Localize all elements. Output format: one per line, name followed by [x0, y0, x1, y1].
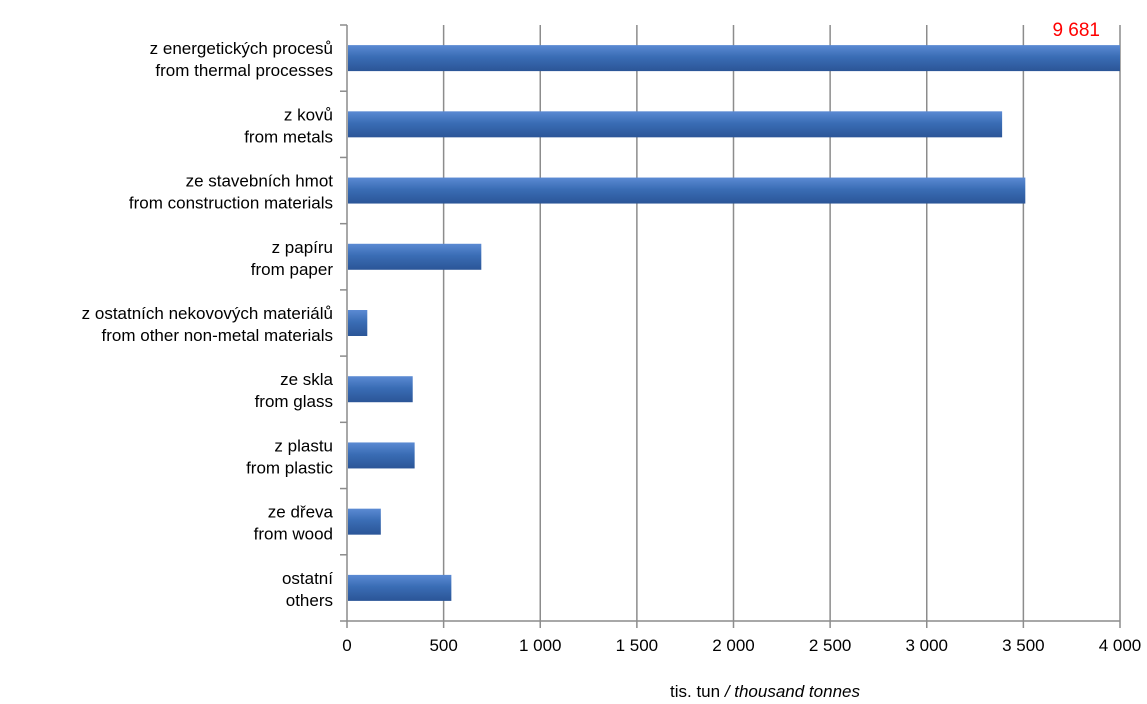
x-tick-label: 500 — [429, 636, 457, 655]
category-label-cz: z energetických procesů — [150, 39, 333, 58]
category-label-en: from wood — [254, 525, 333, 544]
x-tick-label: 2 000 — [712, 636, 755, 655]
x-axis-title-cz: tis. tun — [670, 682, 725, 701]
axes — [340, 24, 1121, 628]
bar — [348, 574, 452, 601]
category-label-en: from glass — [255, 392, 333, 411]
x-axis-title-en: / thousand tonnes — [724, 682, 861, 701]
category-label-en: from construction materials — [129, 194, 333, 213]
x-tick-label: 3 500 — [1002, 636, 1045, 655]
category-label-cz: z papíru — [272, 238, 333, 257]
labels: 0 500 1 000 1 500 2 000 2 500 3 000 3 500 4 000 z… — [82, 20, 1142, 701]
category-label-cz: ze skla — [280, 370, 333, 389]
bars — [348, 45, 1120, 601]
category-label-cz: z plastu — [274, 436, 333, 455]
bar — [348, 45, 1120, 72]
category-label-cz: z kovů — [284, 105, 333, 124]
x-tick-label: 1 500 — [616, 636, 659, 655]
x-tick-label: 0 — [342, 636, 351, 655]
category-label-cz: z ostatních nekovových materiálů — [82, 304, 333, 323]
x-axis-title: tis. tun / thousand tonnes — [670, 682, 860, 701]
x-tick-label: 1 000 — [519, 636, 562, 655]
category-label-en: from thermal processes — [155, 61, 333, 80]
category-label-en: from other non-metal materials — [102, 326, 333, 345]
category-label-en: from paper — [251, 260, 334, 279]
category-label-cz: ze dřeva — [268, 503, 334, 522]
bar — [348, 508, 381, 535]
bar — [348, 111, 1003, 138]
bar — [348, 442, 415, 469]
value-annotation: 9 681 — [1052, 20, 1100, 41]
category-label-en: from plastic — [246, 458, 333, 477]
x-tick-label: 2 500 — [809, 636, 852, 655]
x-tick-label: 4 000 — [1099, 636, 1142, 655]
category-label-cz: ze stavebních hmot — [186, 172, 334, 191]
category-label-cz: ostatní — [282, 569, 333, 588]
x-tick-label: 3 000 — [905, 636, 948, 655]
category-label-en: others — [286, 591, 333, 610]
bar — [348, 376, 413, 403]
bar — [348, 310, 368, 336]
bar — [348, 177, 1026, 204]
category-label-en: from metals — [244, 127, 333, 146]
bar — [348, 243, 482, 270]
